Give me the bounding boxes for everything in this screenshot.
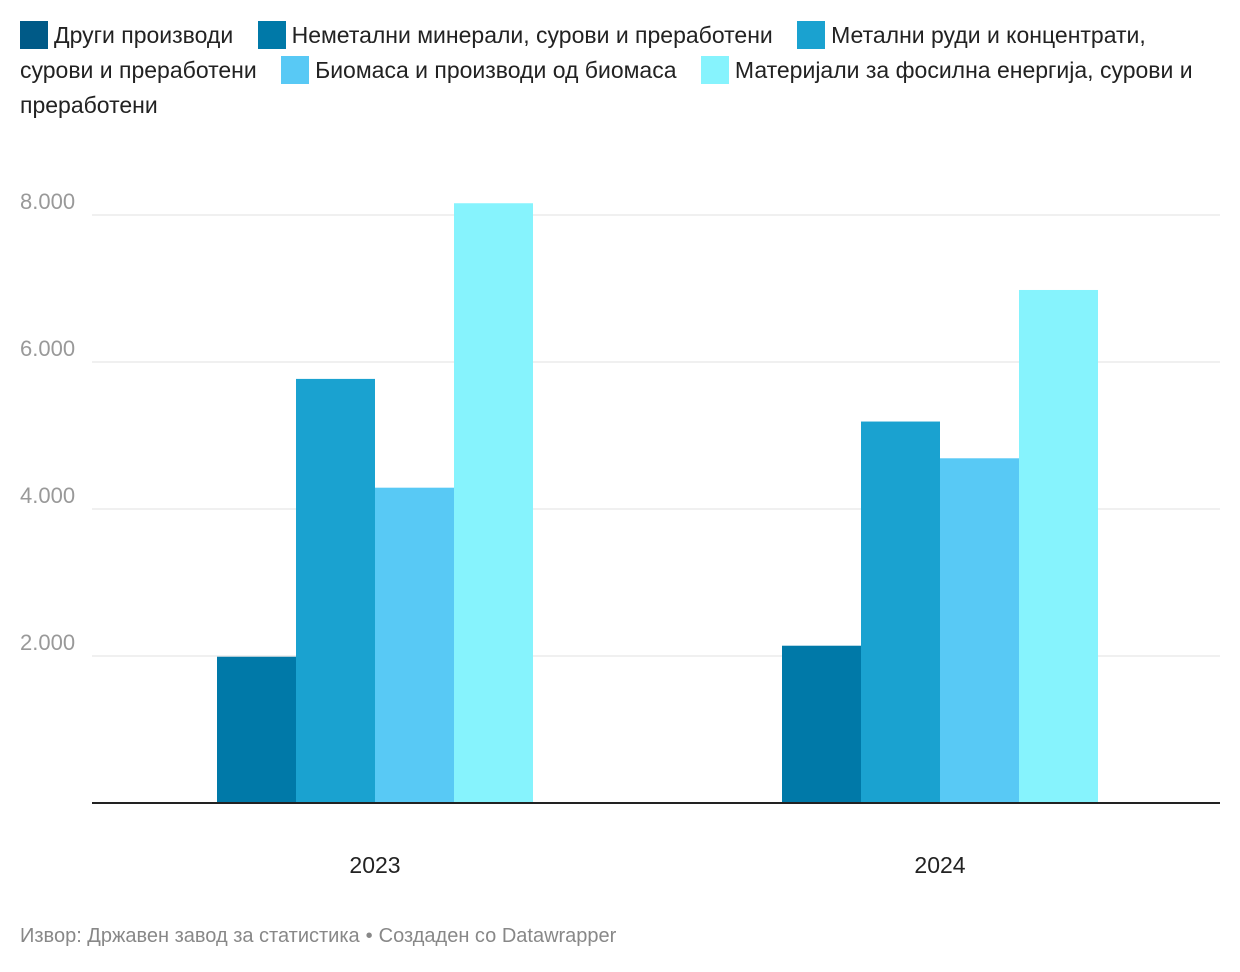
legend-swatch	[700, 56, 729, 84]
bar	[940, 458, 1019, 803]
legend-label: Материјали за фосилна енергија, сурови и…	[20, 57, 1193, 118]
legend-item: Материјали за фосилна енергија, сурови и…	[20, 56, 1193, 118]
bar	[1019, 289, 1098, 804]
legend-item: Биомаса и производи од биомаса	[281, 56, 677, 84]
bar-chart: 2.000 4.000 6.000 8.000 2023 2024	[20, 189, 1220, 878]
credit-text: Создаден со Datawrapper	[378, 925, 617, 947]
y-tick-label: 4.000	[20, 483, 75, 508]
bar	[861, 421, 940, 803]
footer-separator: •	[365, 925, 373, 947]
bar	[217, 656, 296, 803]
legend-item: Други производи	[20, 21, 234, 49]
x-category-label: 2023	[349, 852, 400, 878]
y-tick-label: 8.000	[20, 189, 75, 214]
legend-label: Биомаса и производи од биомаса	[315, 57, 677, 83]
legend-item: Неметални минерали, сурови и преработени	[257, 21, 773, 49]
legend-label: Метални руди и концентрати, сурови и пре…	[20, 22, 1146, 83]
legend-swatch	[797, 21, 826, 49]
bar	[454, 203, 533, 804]
y-tick-label: 6.000	[20, 336, 75, 361]
legend-item: Метални руди и концентрати, сурови и пре…	[20, 21, 1146, 83]
chart-footer: Извор: Државен завод за статистика • Созда…	[20, 925, 616, 948]
legend-swatch	[257, 21, 286, 49]
bar	[296, 378, 375, 803]
source-text: Извор: Државен завод за статистика	[20, 925, 360, 947]
y-tick-label: 2.000	[20, 630, 75, 655]
legend-swatch	[20, 21, 48, 49]
legend-swatch	[281, 56, 310, 84]
x-category-label: 2024	[914, 852, 965, 878]
bar	[782, 645, 861, 803]
legend-label: Други производи	[54, 22, 234, 48]
bar	[375, 487, 454, 803]
chart-legend: Други производи Неметални минерали, суро…	[20, 18, 1225, 123]
legend-label: Неметални минерали, сурови и преработени	[291, 22, 773, 48]
